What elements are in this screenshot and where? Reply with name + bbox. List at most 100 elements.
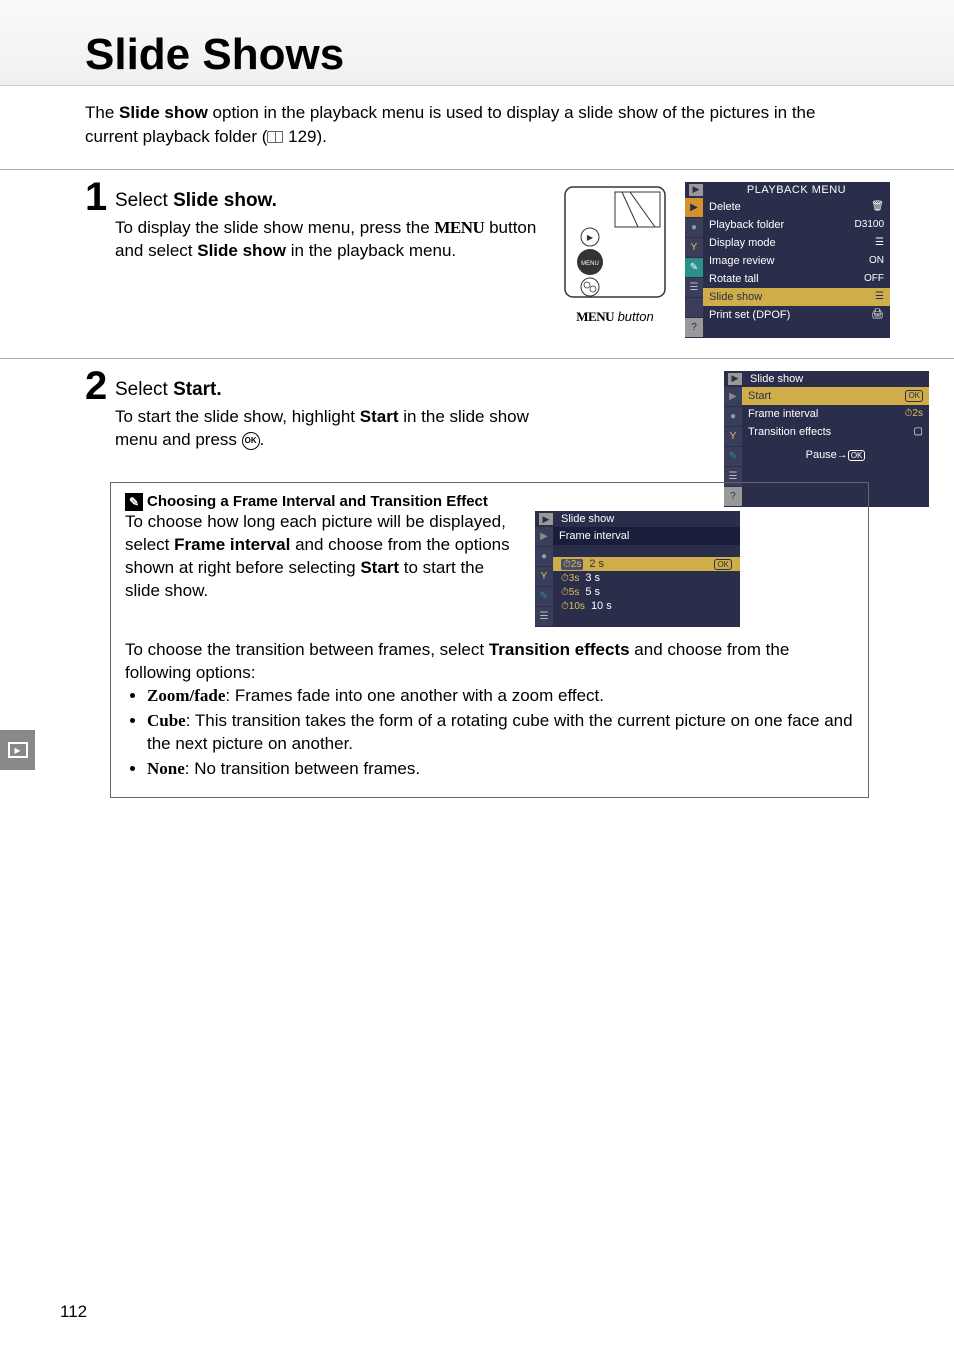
lcd-item-val: D3100	[855, 219, 884, 231]
lcd-item-val: OFF	[864, 273, 884, 285]
book-icon	[267, 131, 283, 143]
ok-badge: OK	[848, 450, 866, 461]
lcd-body: ▶ ● Y ✎ ☰ Frame interval ⏱2s2 sOK ⏱3s3 s…	[535, 527, 740, 627]
step1-body-1: To display the slide show menu, press th…	[115, 218, 434, 237]
clock-icon: ⏱10s	[561, 601, 585, 612]
step2-bold-1: Start	[360, 407, 399, 426]
side-icon-spacer	[685, 298, 703, 318]
step1-bold-2: Slide show	[197, 241, 286, 260]
side-icon-wrench: Y	[685, 238, 703, 258]
lcd-item-label: Slide show	[709, 291, 762, 303]
step-1-number: 1	[85, 175, 107, 220]
lcd-item-label: Delete	[709, 201, 741, 213]
menu-word-1: MENU	[434, 218, 484, 237]
transition-desc: : Frames fade into one another with a zo…	[225, 686, 604, 705]
transition-desc: : This transition takes the form of a ro…	[147, 711, 853, 753]
lcd-item-label: Display mode	[709, 237, 776, 249]
side-icon-play: ▶	[724, 387, 742, 407]
lcd-item-val: ON	[869, 255, 884, 267]
transition-name: None	[147, 759, 185, 778]
step1-body-3: in the playback menu.	[286, 241, 456, 260]
lcd-item-rotate: Rotate tall OFF	[703, 270, 890, 288]
ok-icon: OK	[242, 432, 260, 450]
callout-b1: Frame interval	[174, 535, 290, 554]
camera-illustration-wrapper: ▶ MENU MENU button	[560, 182, 670, 325]
list-item-zoomfade: Zoom/fade: Frames fade into one another …	[147, 685, 854, 708]
clock-icon: ⏱3s	[561, 573, 579, 584]
page-number: 112	[60, 1302, 87, 1322]
side-icon-play: ▶	[535, 527, 553, 547]
step2-heading-prefix: Select	[115, 379, 173, 400]
camera-back-illustration: ▶ MENU	[560, 182, 670, 302]
step-1-body: To display the slide show menu, press th…	[115, 216, 545, 264]
side-icon-recent: ☰	[535, 607, 553, 627]
lcd-items: Frame interval ⏱2s2 sOK ⏱3s3 s ⏱5s5 s ⏱1…	[553, 527, 740, 627]
callout-b2: Start	[360, 558, 399, 577]
lcd-title: PLAYBACK MENU	[707, 184, 886, 196]
lcd-item-label: Start	[748, 390, 771, 402]
ok-badge: OK	[714, 559, 732, 570]
intro-text-1: The	[85, 103, 119, 122]
playback-menu-lcd: ▶ PLAYBACK MENU ▶ ● Y ✎ ☰ ? Delete🗑 Play…	[685, 182, 890, 338]
transition-desc: : No transition between frames.	[185, 759, 420, 778]
step2-body-1: To start the slide show, highlight	[115, 407, 360, 426]
callout-body-1: To choose how long each picture will be …	[125, 511, 515, 627]
menu-caption-italic: button	[614, 309, 654, 324]
side-icon-camera: ●	[724, 407, 742, 427]
lcd-item-label: Transition effects	[748, 426, 831, 438]
intro-ref: 129).	[288, 127, 327, 146]
lcd-item-val: ☰	[875, 291, 884, 303]
step-2-body: To start the slide show, highlight Start…	[115, 405, 545, 453]
lcd-pad	[553, 613, 740, 625]
lcd-pad	[553, 545, 740, 557]
menu-button-caption: MENU button	[560, 309, 670, 325]
lcd-item-slideshow: Slide show ☰	[703, 288, 890, 306]
pause-text: Pause→	[806, 449, 848, 461]
lcd-item-review: Image review ON	[703, 252, 890, 270]
frame-interval-lcd: ▶ Slide show ▶ ● Y ✎ ☰ Frame interval ⏱2…	[535, 511, 740, 627]
lcd-item-val: 🖨	[871, 309, 884, 321]
lcd-item-transition: Transition effects ▢	[742, 423, 929, 441]
interval-label: 5 s	[585, 586, 600, 598]
svg-text:▶: ▶	[587, 233, 594, 242]
step-2: 2 Select Start. To start the slide show,…	[0, 358, 954, 468]
playback-icon: ▶	[728, 373, 742, 385]
lcd-sidebar: ▶ ● Y ✎ ☰	[535, 527, 553, 627]
side-icon-retouch: ✎	[724, 447, 742, 467]
lcd-item-val: ☰	[875, 237, 884, 249]
lcd-items: Delete🗑 Playback folderD3100 Display mod…	[703, 198, 890, 338]
lcd-title-bar: ▶ Slide show	[535, 511, 740, 527]
lcd-item-label: Playback folder	[709, 219, 784, 231]
lcd-title-bar: ▶ PLAYBACK MENU	[685, 182, 890, 198]
step-1-heading: Select Slide show.	[115, 182, 545, 212]
interval-label: 10 s	[591, 600, 612, 612]
step-1: 1 Select Slide show. To display the slid…	[0, 169, 954, 353]
side-icon-camera: ●	[685, 218, 703, 238]
lcd-item-display: Display mode ☰	[703, 234, 890, 252]
playback-icon: ▶	[539, 513, 553, 525]
side-icon-play: ▶	[685, 198, 703, 218]
interval-opt-10s: ⏱10s 10 s	[553, 599, 740, 613]
step-1-heading-bold: Slide show.	[173, 190, 277, 211]
lcd-item-frameint: Frame interval⏱2s	[742, 405, 929, 423]
lcd-title: Slide show	[557, 513, 614, 525]
interval-opt-5s: ⏱5s5 s	[553, 585, 740, 599]
menu-caption-bold: MENU	[576, 309, 614, 324]
lcd-item-label: Print set (DPOF)	[709, 309, 790, 321]
pencil-icon: ✎	[125, 493, 143, 511]
page-title: Slide Shows	[85, 30, 954, 85]
lcd-item-val: ▢	[914, 426, 923, 438]
lcd-item-label: Image review	[709, 255, 774, 267]
callout-heading: ✎Choosing a Frame Interval and Transitio…	[125, 493, 854, 511]
callout2-p1: To choose the transition between frames,…	[125, 640, 489, 659]
svg-text:MENU: MENU	[581, 261, 599, 267]
lcd-item-label: Rotate tall	[709, 273, 759, 285]
step2-body-3: .	[260, 430, 265, 449]
side-icon-retouch: ✎	[535, 587, 553, 607]
lcd-pause: Pause→OK	[742, 441, 929, 469]
side-icon-recent: ☰	[685, 278, 703, 298]
callout-frame-interval: ✎Choosing a Frame Interval and Transitio…	[110, 482, 869, 798]
step-1-heading-prefix: Select	[115, 190, 173, 211]
side-icon-wrench: Y	[535, 567, 553, 587]
lcd-body: ▶ ● Y ✎ ☰ ? Delete🗑 Playback folderD3100…	[685, 198, 890, 338]
